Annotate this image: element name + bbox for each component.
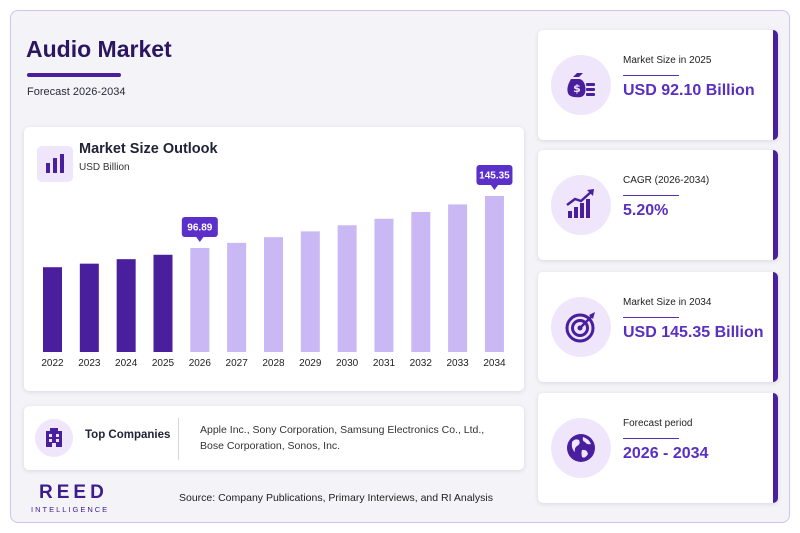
top-companies-card: Top Companies Apple Inc., Sony Corporati… [24,406,524,470]
x-tick-label: 2031 [373,358,396,369]
x-tick-label: 2029 [299,358,322,369]
data-label: 145.35 [479,171,510,182]
brand-logo-subtitle: INTELLIGENCE [31,505,110,514]
stat-value: 2026 - 2034 [623,445,709,462]
bar-2028 [263,237,283,352]
stat-label: Market Size in 2034 [623,297,712,308]
stat-card-market-size-2034: Market Size in 2034 USD 145.35 Billion [538,272,778,382]
source-note: Source: Company Publications, Primary In… [179,492,493,504]
target-icon [551,297,611,357]
data-label: 96.89 [187,223,212,234]
page-title: Audio Market [26,36,172,62]
stat-label: Market Size in 2025 [623,55,712,66]
bar-2030 [337,225,357,352]
brand-logo: REED [39,482,108,503]
money-bag-icon: $ [551,55,611,115]
bar-2027 [227,242,247,352]
x-tick-label: 2033 [447,358,470,369]
bar-2024 [116,259,136,352]
svg-text:$: $ [573,82,581,95]
stat-label: Forecast period [623,418,693,429]
bar-2031 [374,218,394,352]
bar-2023 [79,263,99,352]
stat-value: 5.20% [623,202,669,219]
stat-card-forecast-period: Forecast period 2026 - 2034 [538,393,778,503]
data-callout: 96.89 [181,217,218,243]
x-tick-label: 2025 [152,358,175,369]
stat-card-market-size-2025: $ Market Size in 2025 USD 92.10 Billion [538,30,778,140]
data-callout: 145.35 [476,165,513,190]
growth-chart-icon [551,175,611,235]
x-tick-label: 2022 [41,358,64,369]
stat-label: CAGR (2026-2034) [623,175,710,186]
bar-2034 [484,196,504,352]
x-tick-label: 2024 [115,358,138,369]
stat-rule [623,195,679,196]
x-tick-label: 2032 [410,358,433,369]
stat-rule [623,75,679,76]
bar-chart: 2022 2023 2024 2025 2026 96.89 2027 2028 2029 203… [41,165,513,369]
bar-2026 [190,248,210,352]
market-size-chart-card: Market Size Outlook USD Billion 2022 2023… [24,127,524,391]
bar-chart-icon [37,146,73,182]
title-underline [27,73,121,77]
chart-title: Market Size Outlook [79,141,218,157]
x-tick-label: 2030 [336,358,359,369]
x-tick-label: 2028 [262,358,285,369]
stat-rule [623,438,679,439]
stat-value: USD 145.35 Billion [623,324,764,341]
top-companies-list: Apple Inc., Sony Corporation, Samsung El… [200,424,485,452]
building-icon [35,419,73,457]
globe-icon [551,418,611,478]
x-tick-label: 2034 [483,358,506,369]
bar-2022 [43,267,62,352]
bar-2029 [300,231,320,352]
stat-value: USD 92.10 Billion [623,82,755,99]
x-tick-label: 2027 [226,358,249,369]
chart-unit: USD Billion [79,162,130,173]
divider [178,418,179,460]
x-tick-label: 2026 [189,358,212,369]
stat-card-cagr: CAGR (2026-2034) 5.20% [538,150,778,260]
stat-rule [623,317,679,318]
bar-2033 [448,204,468,352]
page-subtitle: Forecast 2026-2034 [27,86,126,98]
top-companies-label: Top Companies [85,429,171,441]
bar-2032 [411,211,431,352]
x-tick-label: 2023 [78,358,101,369]
bar-2025 [153,254,173,352]
